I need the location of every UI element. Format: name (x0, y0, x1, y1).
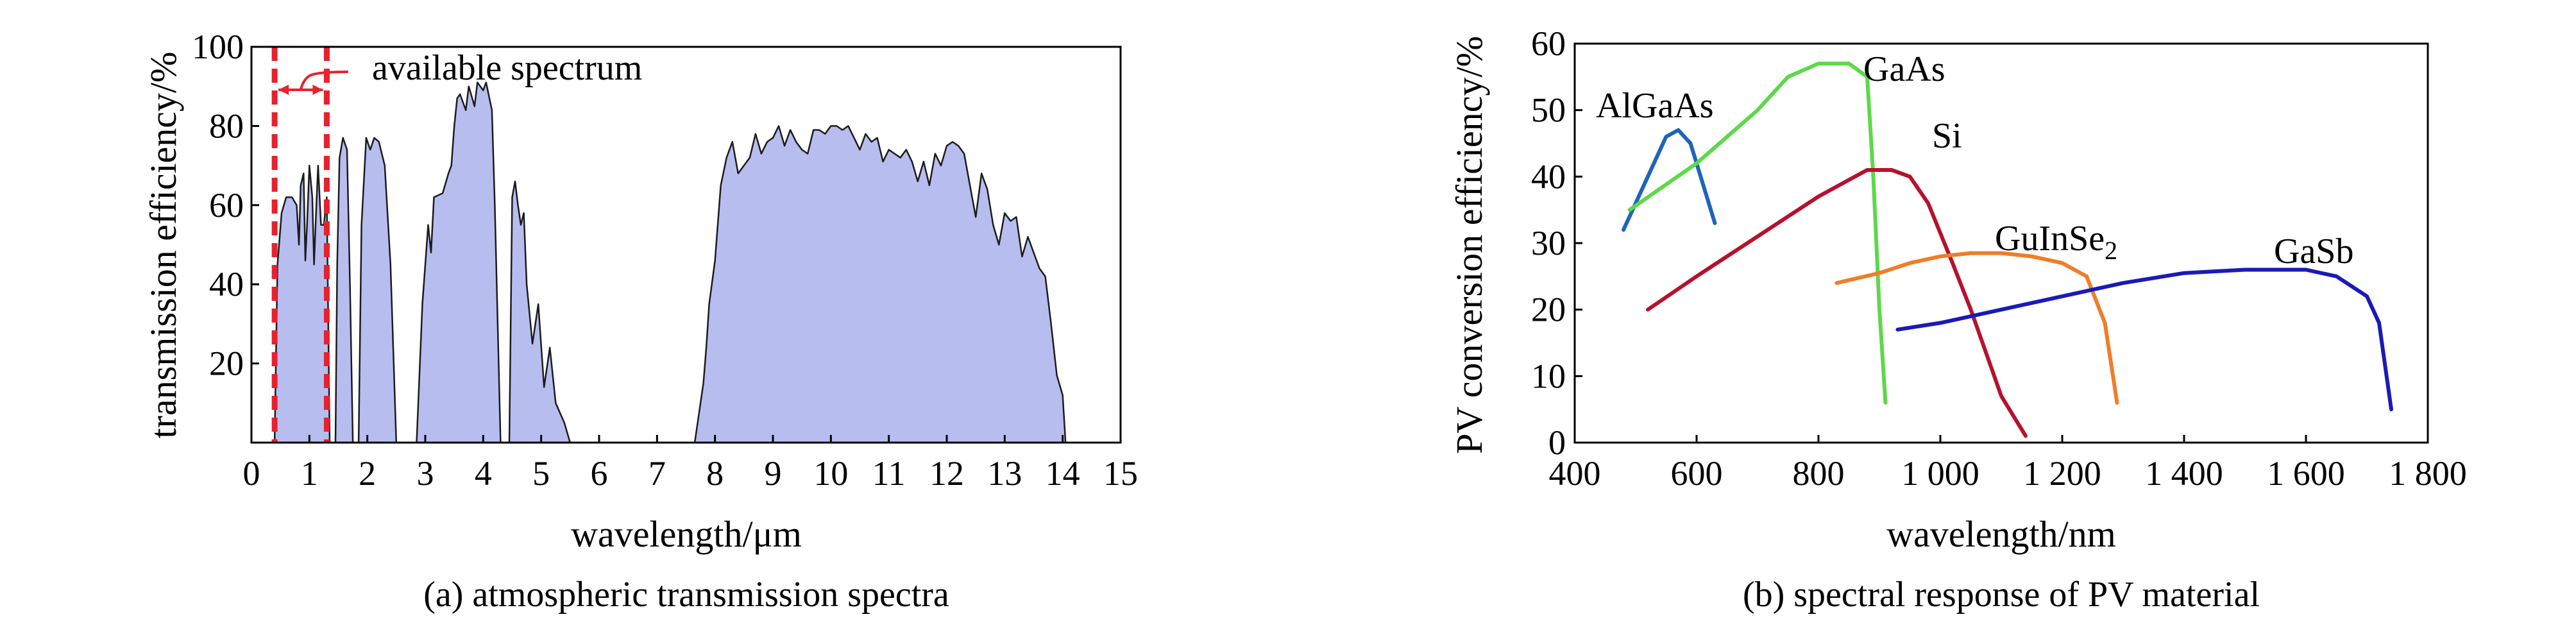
caption-b: (b) spectral response of PV material (1743, 575, 2260, 615)
pv-response-chart: 400 600 800 1 000 1 200 1 400 1 600 1 800 01020… (1448, 24, 2467, 615)
series-label-gasb: GaSb (2274, 232, 2353, 271)
x-tick-label-b: 1 200 (2023, 454, 2101, 493)
x-tick-label-a: 2 (359, 454, 376, 493)
y-ticks-b: 0 10 20 30 40 50 60 (1531, 24, 1582, 462)
available-spectrum-label: available spectrum (372, 48, 642, 88)
transmission-band-3 (357, 137, 398, 444)
y-tick-label-b: 0 (1548, 423, 1566, 462)
transmission-band-1 (273, 164, 331, 444)
x-tick-label-b: 1 400 (2145, 454, 2223, 493)
x-ticks-b: 400 600 800 1 000 1 200 1 400 1 600 1 800 (1549, 435, 2467, 493)
caption-a: (a) atmospheric transmission spectra (423, 575, 949, 615)
x-ticks-a: 0 1 2 3 4 5 6 7 8 9 10 11 12 13 14 15 (243, 435, 1138, 493)
series-line-gasb (1895, 267, 2393, 412)
x-tick-label-a: 11 (872, 454, 906, 493)
x-tick-label-a: 8 (706, 454, 724, 493)
arrowhead-right (312, 85, 323, 95)
y-tick-label-a: 60 (209, 186, 244, 225)
x-tick-label-a: 14 (1046, 454, 1080, 493)
x-tick-label-a: 4 (475, 454, 492, 493)
x-tick-label-a: 10 (813, 454, 848, 493)
transmission-band-6 (693, 125, 1067, 444)
series-line-si (1646, 168, 2028, 438)
series-line-gaas (1627, 62, 1888, 405)
x-axis-label-a: wavelength/μm (571, 513, 802, 555)
x-tick-label-a: 5 (532, 454, 550, 493)
y-tick-label-b: 10 (1531, 357, 1566, 395)
x-tick-label-a: 9 (765, 454, 782, 493)
y-tick-label-b: 20 (1531, 291, 1566, 329)
y-tick-label-b: 60 (1531, 24, 1566, 63)
series-line-algaas (1622, 128, 1717, 232)
x-tick-label-a: 6 (591, 454, 608, 493)
plot-frame-a (250, 46, 1122, 444)
x-tick-label-b: 800 (1793, 454, 1845, 493)
x-tick-label-a: 12 (929, 454, 964, 493)
available-spectrum-leader (299, 71, 348, 90)
x-tick-label-a: 0 (243, 454, 260, 493)
x-tick-label-a: 3 (417, 454, 434, 493)
y-tick-label-a: 80 (209, 106, 244, 145)
series-label-algaas: AlGaAs (1596, 86, 1714, 126)
x-tick-label-b: 600 (1671, 454, 1723, 493)
x-tick-label-b: 1 600 (2267, 454, 2345, 493)
transmission-band-5 (508, 180, 572, 444)
series-label-si: Si (1932, 116, 1962, 156)
x-tick-label-b: 1 800 (2389, 454, 2467, 493)
y-tick-label-a: 20 (209, 344, 244, 383)
x-tick-label-a: 7 (648, 454, 666, 493)
series-line-guinse2 (1835, 251, 2119, 405)
series-label-guinse2: GuInSe2 (1995, 219, 2117, 265)
x-axis-label-b: wavelength/nm (1886, 513, 2116, 555)
transmission-band-2 (334, 137, 354, 444)
transmission-band-4 (416, 81, 502, 444)
y-tick-label-a: 100 (192, 28, 244, 66)
available-spectrum-marker (271, 47, 348, 443)
y-tick-label-b: 40 (1531, 157, 1566, 196)
x-tick-label-a: 15 (1103, 454, 1138, 493)
pv-series (1622, 62, 2393, 438)
x-tick-label-b: 1 000 (1901, 454, 1979, 493)
y-axis-label-b: PV conversion efficiency/% (1448, 36, 1490, 454)
x-tick-label-a: 1 (301, 454, 318, 493)
series-label-guinse2-sub: 2 (2105, 236, 2117, 265)
x-tick-label-b: 400 (1549, 454, 1601, 493)
y-ticks-a: 20 40 60 80 100 (192, 28, 259, 383)
y-tick-label-a: 40 (209, 265, 244, 303)
transmission-area (273, 81, 1067, 444)
series-label-guinse2-base: GuInSe (1995, 219, 2105, 259)
y-tick-label-b: 30 (1531, 224, 1566, 262)
arrowhead-left (278, 85, 289, 95)
series-label-gaas: GaAs (1863, 49, 1945, 89)
y-tick-label-b: 50 (1531, 91, 1566, 130)
x-tick-label-a: 13 (987, 454, 1022, 493)
y-axis-label-a: transmission efficiency/% (142, 52, 184, 439)
